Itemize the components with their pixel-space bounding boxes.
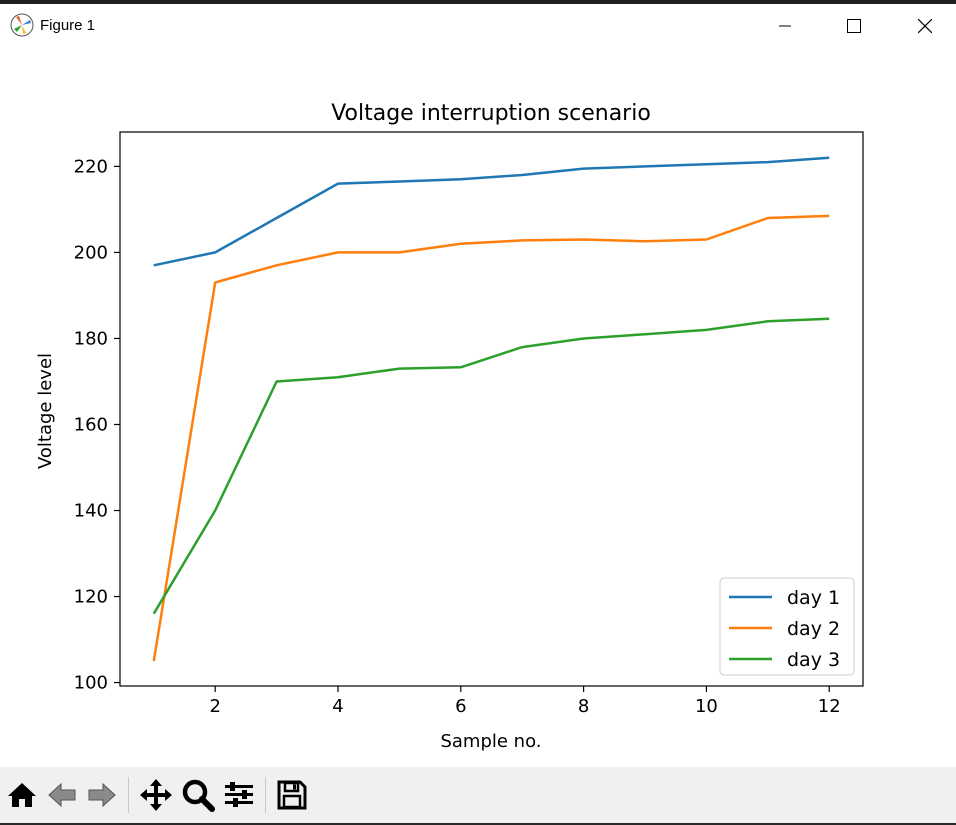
maximize-icon [847, 19, 861, 33]
maximize-button[interactable] [831, 4, 877, 48]
x-tick-label: 12 [818, 696, 841, 717]
x-tick-label: 10 [695, 696, 718, 717]
y-tick-label: 200 [74, 242, 108, 263]
axis-ticks: 2 4 6 8 10 12 100 120 140 160 180 200 220 [74, 156, 841, 717]
configure-icon [225, 782, 253, 807]
x-axis-label: Sample no. [440, 731, 541, 752]
y-tick-label: 100 [74, 673, 108, 694]
chart: Voltage interruption scenario Sample no.… [35, 101, 864, 752]
x-tick-label: 8 [578, 696, 589, 717]
chart-title: Voltage interruption scenario [331, 101, 651, 126]
x-tick-label: 6 [455, 696, 466, 717]
pan-button[interactable] [138, 777, 174, 813]
figure-canvas[interactable]: Voltage interruption scenario Sample no.… [0, 48, 956, 767]
legend-label: day 2 [787, 618, 840, 640]
minimize-button[interactable] [762, 4, 808, 48]
series-line-day-2 [152, 214, 830, 662]
back-icon [48, 782, 76, 808]
minimize-icon [779, 25, 791, 27]
legend-box [719, 577, 855, 676]
title-bar: Figure 1 [0, 4, 956, 48]
legend-label: day 3 [787, 649, 840, 671]
series-line-day-3 [152, 317, 830, 615]
toolbar-separator [128, 777, 129, 813]
top-edge [0, 0, 956, 4]
toolbar-separator [265, 777, 266, 813]
zoom-button[interactable] [180, 777, 216, 813]
y-tick-label: 120 [74, 587, 108, 608]
back-button[interactable] [44, 777, 80, 813]
pan-icon [140, 779, 172, 811]
close-button[interactable] [902, 4, 948, 48]
forward-icon [88, 782, 116, 808]
app-icon [10, 13, 34, 37]
y-tick-label: 220 [74, 156, 108, 177]
close-icon [918, 19, 932, 33]
configure-subplots-button[interactable] [221, 777, 257, 813]
forward-button[interactable] [84, 777, 120, 813]
x-tick-label: 4 [332, 696, 343, 717]
legend-label: day 1 [787, 587, 840, 609]
y-tick-label: 160 [74, 414, 108, 435]
save-icon [277, 780, 307, 810]
home-button[interactable] [4, 777, 40, 813]
x-tick-label: 2 [209, 696, 220, 717]
axes-frame [119, 131, 864, 687]
home-icon [8, 783, 36, 807]
y-tick-label: 180 [74, 328, 108, 349]
zoom-icon [182, 779, 215, 812]
save-button[interactable] [274, 777, 310, 813]
navigation-toolbar [0, 767, 956, 823]
series-line-day-1 [153, 156, 830, 267]
window-title: Figure 1 [40, 17, 96, 34]
plot-lines [152, 156, 830, 662]
bottom-edge [0, 823, 956, 825]
y-axis-label: Voltage level [35, 353, 56, 469]
legend: day 1 day 2 day 3 [719, 577, 855, 676]
y-tick-label: 140 [74, 501, 108, 522]
